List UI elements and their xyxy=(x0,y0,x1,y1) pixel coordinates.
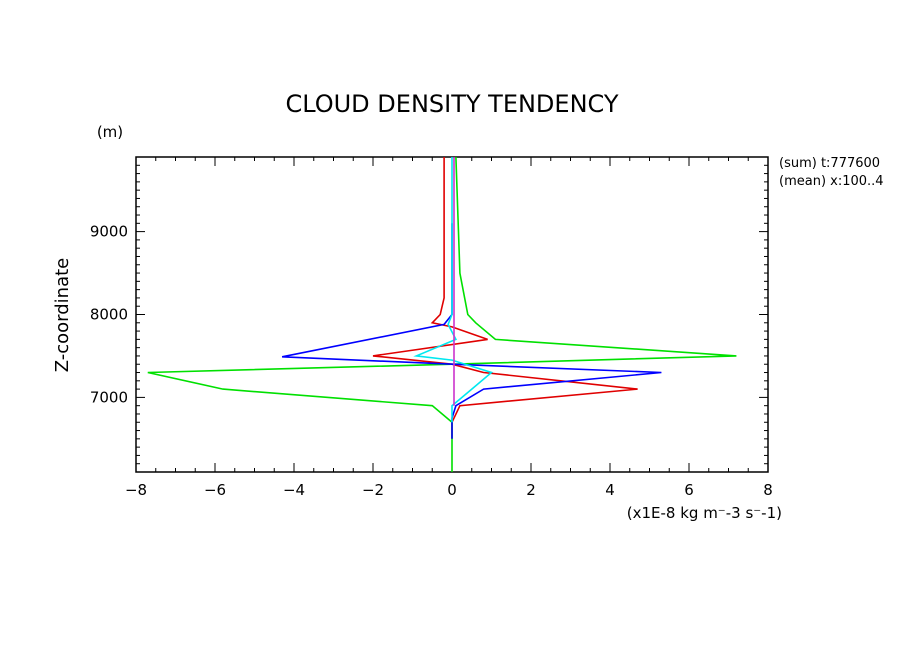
x-axis-label: (x1E-8 kg m⁻-3 s⁻-1) xyxy=(627,504,782,522)
x-tick-label: 0 xyxy=(447,481,457,499)
y-tick-label: 8000 xyxy=(90,306,128,324)
y-tick-label: 9000 xyxy=(90,223,128,241)
y-axis-unit: (m) xyxy=(97,123,123,141)
x-tick-label: −4 xyxy=(283,481,305,499)
x-tick-label: 8 xyxy=(763,481,773,499)
chart-title: CLOUD DENSITY TENDENCY xyxy=(285,90,618,118)
x-tick-label: −6 xyxy=(204,481,226,499)
series-line-2 xyxy=(147,156,737,472)
x-tick-label: 2 xyxy=(526,481,536,499)
x-tick-label: −8 xyxy=(125,481,147,499)
plot-area: −8 −6 −4 −2 0 2 4 6 8 7000 8000 9000 xyxy=(90,156,773,499)
series-line-4 xyxy=(413,157,494,423)
y-axis-label: Z-coordinate xyxy=(52,258,73,373)
x-tick-label: 6 xyxy=(684,481,694,499)
series-line-3 xyxy=(281,223,662,439)
annotation-sum: (sum) t:777600 xyxy=(779,156,880,171)
x-tick-label: 4 xyxy=(605,481,615,499)
series-line-1 xyxy=(372,157,638,439)
x-tick-label: −2 xyxy=(362,481,384,499)
annotation-mean: (mean) x:100..4 xyxy=(779,174,884,189)
y-tick-label: 7000 xyxy=(90,388,128,406)
